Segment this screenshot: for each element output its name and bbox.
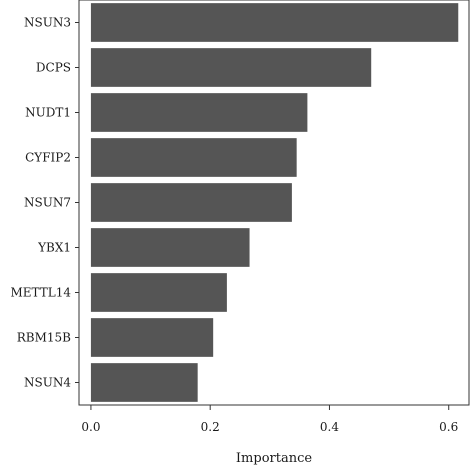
x-tick-label: 0.2 — [201, 420, 220, 434]
category-label-nudt1: NUDT1 — [25, 106, 71, 120]
category-label-dcps: DCPS — [36, 61, 71, 75]
category-labels-group: NSUN3 DCPS NUDT1 CYFIP2 NSUN7 YBX1 METTL14 RBM1… — [10, 16, 79, 390]
bar-nsun7 — [90, 183, 292, 222]
x-axis-title: Importance — [236, 451, 312, 466]
bar-ybx1 — [90, 228, 250, 267]
category-label-ybx1: YBX1 — [37, 241, 71, 255]
bar-mettl14 — [90, 273, 227, 312]
category-label-cyfip2: CYFIP2 — [25, 151, 71, 165]
bar-nsun3 — [90, 3, 459, 42]
bar-nudt1 — [90, 93, 308, 132]
bar-dcps — [90, 48, 372, 87]
x-ticks-group: 0.0 0.2 0.4 0.6 — [81, 405, 458, 434]
x-tick-label: 0.6 — [439, 420, 458, 434]
category-label-mettl14: METTL14 — [10, 286, 71, 300]
category-label-nsun4: NSUN4 — [24, 376, 71, 390]
x-tick-label: 0.0 — [81, 420, 100, 434]
x-tick-label: 0.4 — [320, 420, 339, 434]
bar-cyfip2 — [90, 138, 297, 177]
bar-nsun4 — [90, 363, 198, 402]
category-label-rbm15b: RBM15B — [17, 331, 71, 345]
bar-rbm15b — [90, 318, 214, 357]
category-label-nsun3: NSUN3 — [24, 16, 71, 30]
bars-group — [90, 3, 459, 402]
category-label-nsun7: NSUN7 — [24, 196, 71, 210]
